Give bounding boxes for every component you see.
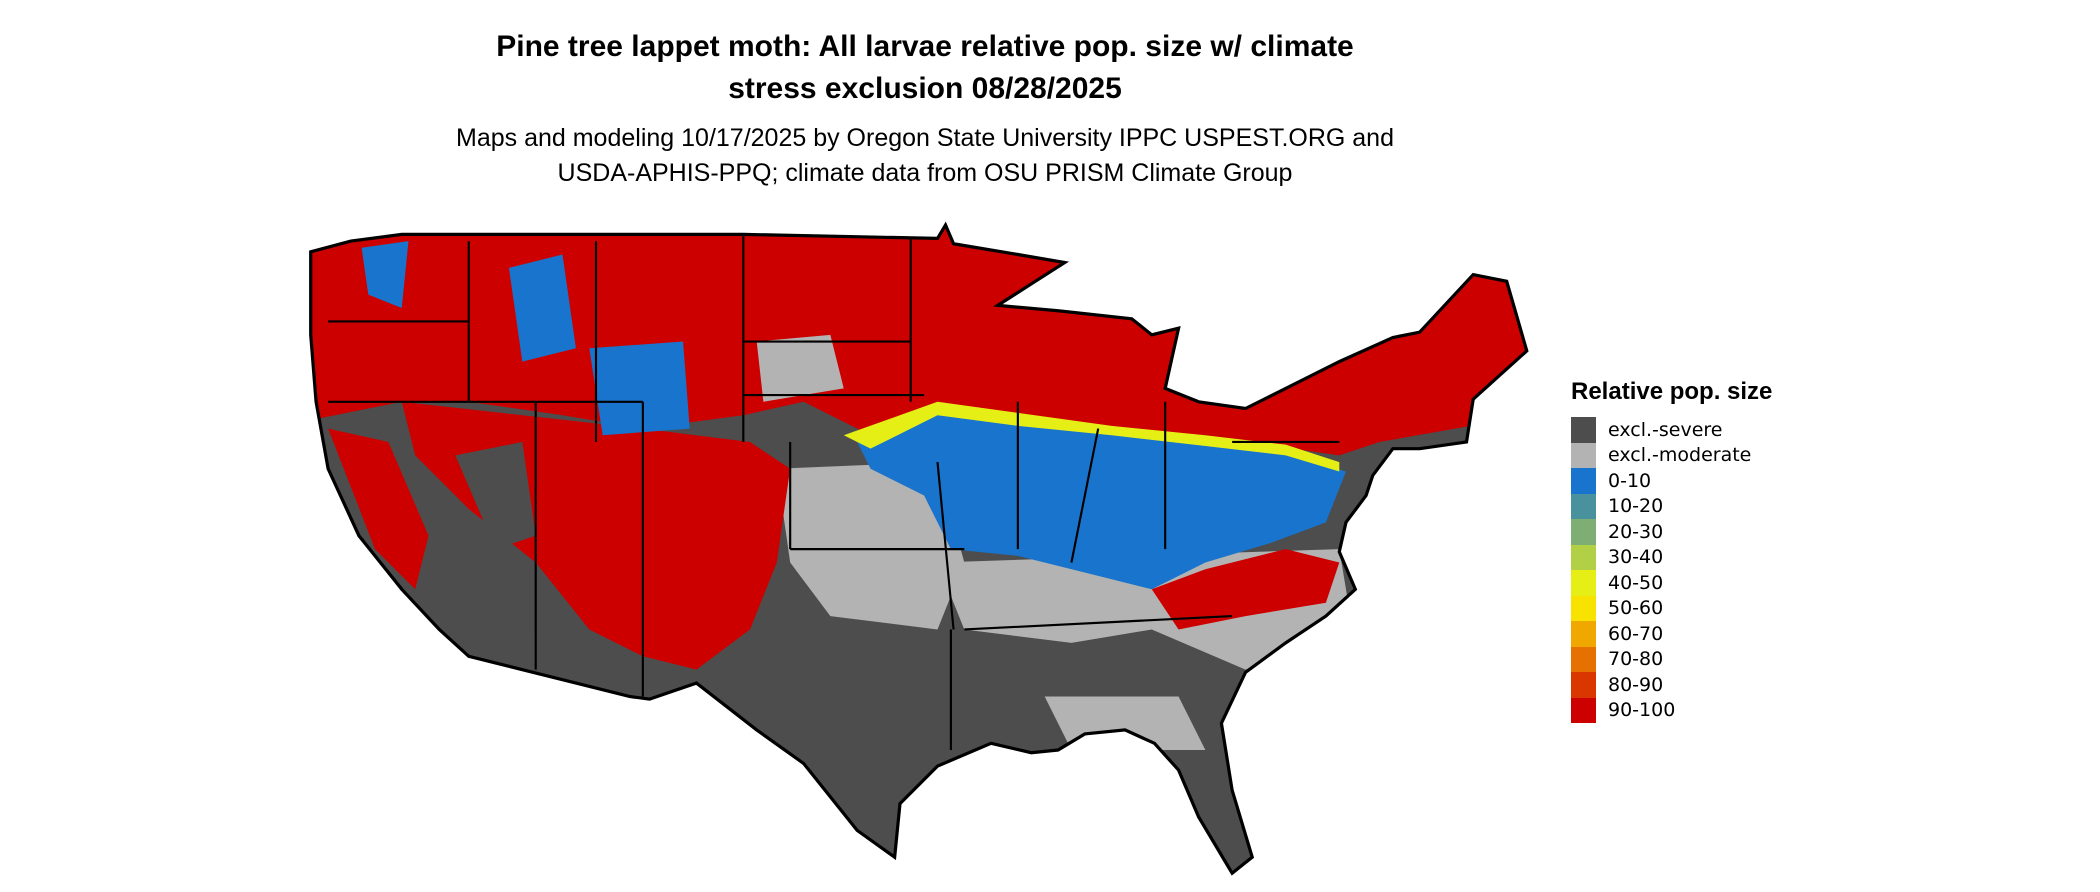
map-fill [310,225,1527,874]
legend-label: 70-80 [1608,648,1664,671]
legend-swatch [1571,442,1596,468]
legend-label: 0-10 [1608,469,1652,492]
legend-swatch [1571,417,1596,443]
legend-item: 10-20 [1571,493,1664,519]
legend-item: 0-10 [1571,468,1651,494]
legend-swatch [1571,697,1596,723]
low-pop-region-cascades [361,241,409,309]
legend-item: 20-30 [1571,519,1663,545]
legend-swatch [1571,621,1596,647]
state-borders [328,234,1340,751]
legend-item: 90-100 [1571,697,1676,723]
excl-severe-region [455,441,536,550]
subtitle-line-1: Maps and modeling 10/17/2025 by Oregon S… [456,124,1394,152]
legend-label: 90-100 [1608,699,1676,722]
legend-item: 60-70 [1571,621,1663,647]
high-pop-region-appalachia [1151,549,1340,630]
legend-item: excl.-severe [1571,417,1723,443]
legend-swatch [1571,493,1596,519]
legend-label: 40-50 [1608,571,1664,594]
excl-moderate-region [776,462,965,630]
legend-title: Relative pop. size [1571,378,1773,405]
legend-swatch [1571,519,1596,545]
legend-label: 30-40 [1608,546,1664,569]
low-pop-region-wyoming [589,341,690,436]
legend-swatch [1571,544,1596,570]
legend-swatch [1571,595,1596,621]
legend-label: 80-90 [1608,673,1664,696]
title-line-2: stress exclusion 08/28/2025 [728,72,1122,105]
legend-label: 50-60 [1608,597,1664,620]
low-pop-region-idaho [508,254,576,362]
legend-swatch [1571,468,1596,494]
legend-label: excl.-severe [1608,418,1723,441]
legend-item: 50-60 [1571,595,1664,621]
title-line-1: Pine tree lappet moth: All larvae relati… [496,30,1354,63]
excl-moderate-region [756,334,844,402]
legend-item: 30-40 [1571,544,1664,570]
legend-swatch [1571,646,1596,672]
legend-swatch [1571,672,1596,698]
legend-label: 60-70 [1608,622,1664,645]
legend-label: 20-30 [1608,520,1664,543]
legend-label: 10-20 [1608,495,1664,518]
legend-item: 40-50 [1571,570,1663,596]
legend-item: excl.-moderate [1571,442,1752,468]
subtitle-line-2: USDA-APHIS-PPQ; climate data from OSU PR… [557,159,1293,187]
legend-item: 80-90 [1571,672,1663,698]
legend-label: excl.-moderate [1608,444,1752,467]
mid-pop-band [843,401,1340,472]
low-pop-band [857,408,1346,590]
legend-swatch [1571,570,1596,596]
legend-item: 70-80 [1571,646,1664,672]
high-pop-region-california [328,428,429,590]
